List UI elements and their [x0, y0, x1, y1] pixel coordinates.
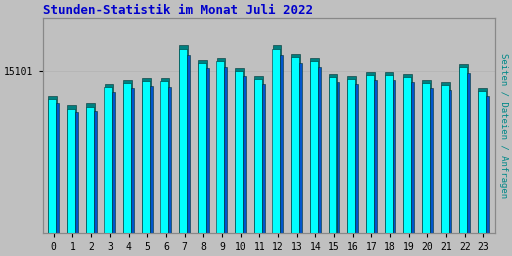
Bar: [366, 75, 374, 233]
Bar: [403, 77, 411, 233]
Bar: [179, 49, 187, 233]
Bar: [385, 75, 393, 233]
Bar: [385, 72, 394, 233]
Bar: [217, 61, 224, 233]
Bar: [272, 49, 281, 233]
Bar: [441, 85, 449, 233]
Bar: [329, 77, 336, 233]
Bar: [291, 54, 300, 233]
Bar: [422, 83, 430, 233]
Bar: [411, 82, 414, 233]
Bar: [123, 80, 132, 233]
Bar: [459, 64, 468, 233]
Bar: [217, 58, 225, 233]
Bar: [374, 80, 377, 233]
Bar: [393, 80, 395, 233]
Bar: [160, 81, 168, 233]
Bar: [86, 103, 95, 233]
Bar: [273, 46, 282, 233]
Bar: [75, 112, 78, 233]
Bar: [123, 83, 131, 233]
Bar: [403, 74, 412, 233]
Bar: [299, 63, 302, 233]
Bar: [206, 68, 208, 233]
Bar: [104, 87, 112, 233]
Bar: [56, 103, 59, 233]
Bar: [441, 82, 450, 233]
Bar: [224, 67, 227, 233]
Bar: [94, 111, 97, 233]
Bar: [478, 88, 487, 233]
Bar: [355, 84, 358, 233]
Bar: [366, 72, 375, 233]
Bar: [187, 55, 190, 233]
Bar: [104, 84, 113, 233]
Bar: [459, 67, 467, 233]
Bar: [49, 96, 57, 233]
Bar: [131, 88, 134, 233]
Text: Stunden-Statistik im Monat Juli 2022: Stunden-Statistik im Monat Juli 2022: [42, 4, 312, 17]
Bar: [236, 68, 244, 233]
Bar: [142, 81, 150, 233]
Bar: [336, 82, 339, 233]
Bar: [168, 87, 172, 233]
Bar: [430, 88, 433, 233]
Bar: [291, 57, 299, 233]
Bar: [235, 71, 243, 233]
Bar: [254, 79, 262, 233]
Bar: [318, 67, 321, 233]
Bar: [281, 55, 283, 233]
Bar: [347, 79, 355, 233]
Bar: [67, 105, 76, 233]
Bar: [478, 91, 486, 233]
Bar: [179, 45, 188, 233]
Bar: [67, 109, 75, 233]
Bar: [198, 63, 206, 233]
Bar: [161, 78, 169, 233]
Bar: [467, 73, 470, 233]
Bar: [150, 86, 153, 233]
Bar: [329, 74, 337, 233]
Bar: [486, 96, 489, 233]
Bar: [449, 90, 452, 233]
Bar: [86, 107, 94, 233]
Bar: [347, 76, 356, 233]
Bar: [198, 60, 207, 233]
Bar: [142, 78, 151, 233]
Bar: [48, 99, 56, 233]
Bar: [262, 84, 265, 233]
Bar: [310, 61, 318, 233]
Bar: [310, 58, 319, 233]
Bar: [254, 76, 263, 233]
Bar: [243, 76, 246, 233]
Bar: [112, 92, 115, 233]
Y-axis label: Seiten / Dateien / Anfragen: Seiten / Dateien / Anfragen: [499, 53, 508, 198]
Bar: [422, 80, 431, 233]
